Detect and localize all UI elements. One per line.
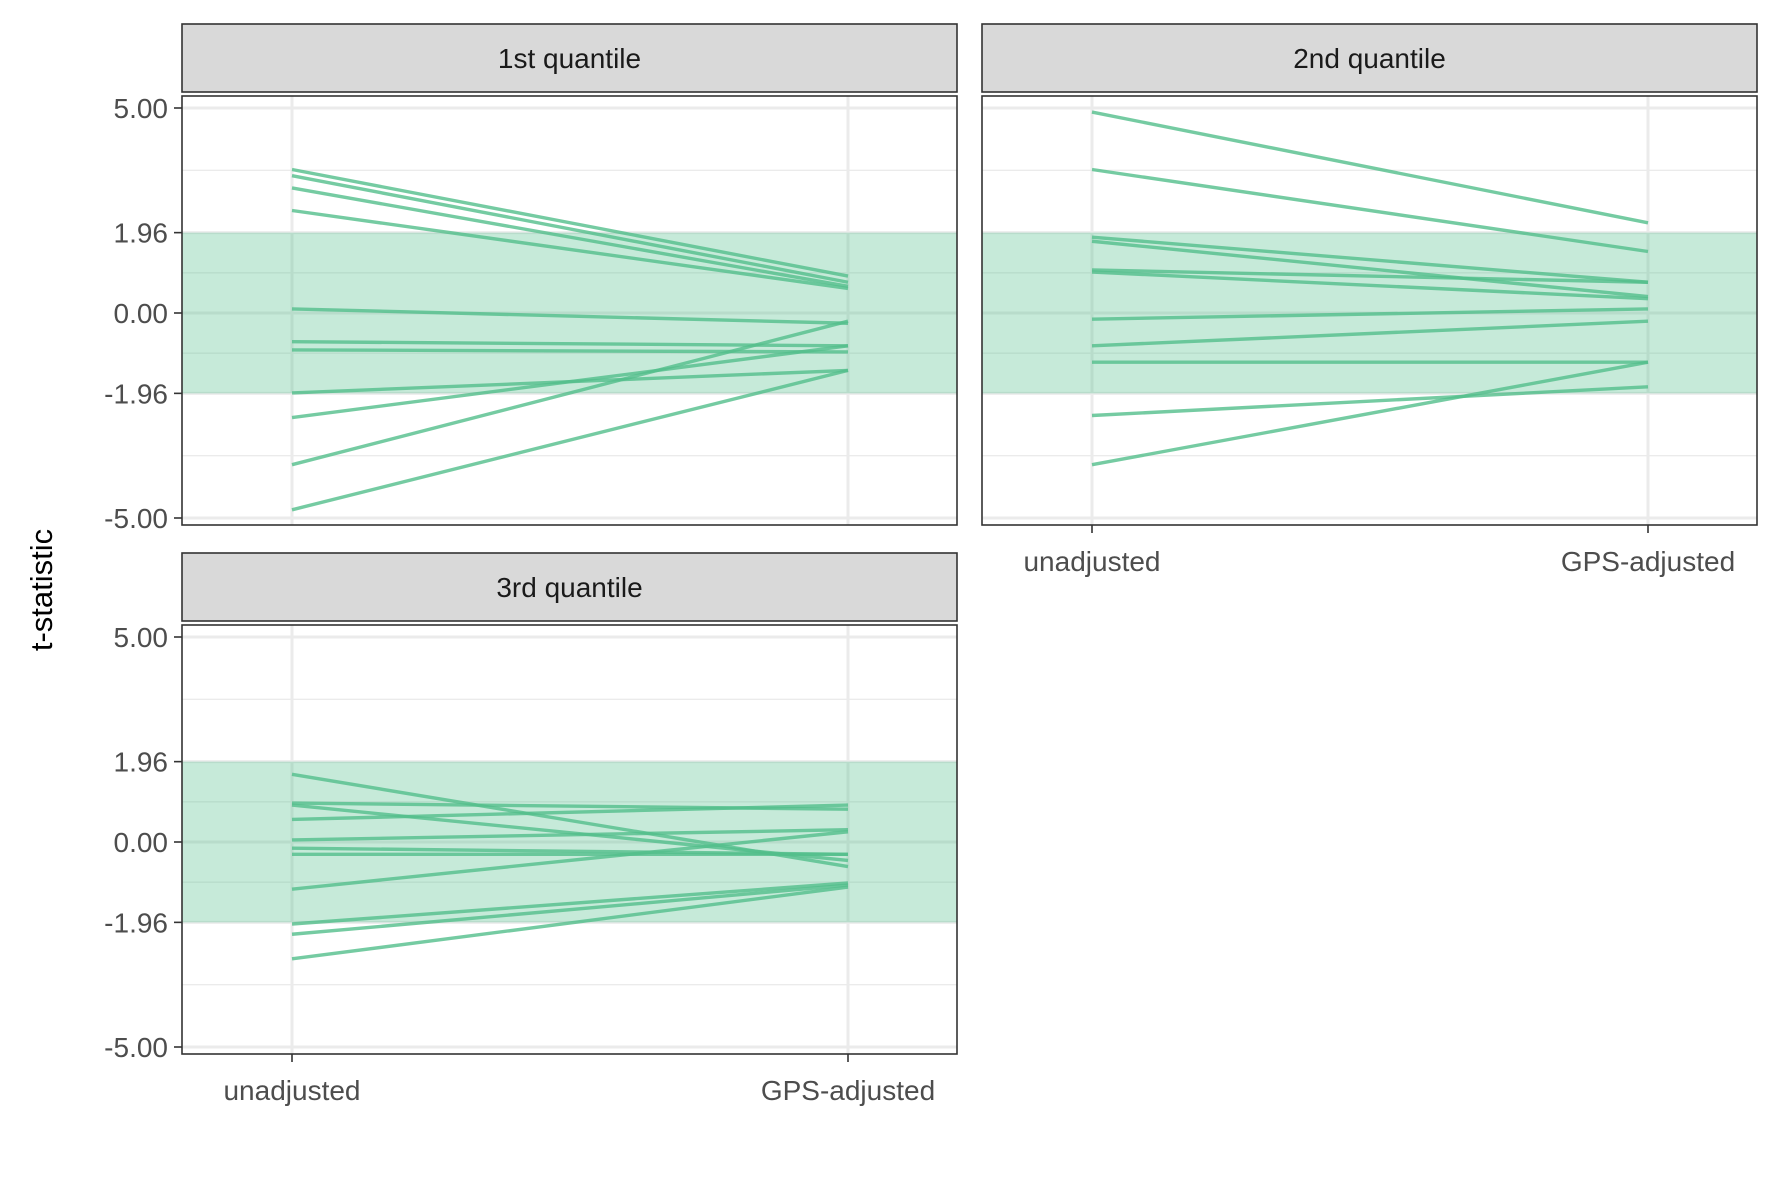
facet-1: 1st quantile 5.00 1.96 0.00 -1.96 -5.00 (104, 23, 958, 534)
y-tick-label: 5.00 (114, 622, 169, 653)
series-line (291, 368, 849, 512)
series-line (291, 186, 849, 289)
x-tick-label: unadjusted (223, 1075, 360, 1106)
series-line (291, 885, 849, 961)
series-line (1091, 239, 1649, 299)
series-line (1091, 167, 1649, 254)
x-tick-label: unadjusted (1023, 546, 1160, 577)
series-line (291, 307, 849, 325)
series-line (1091, 307, 1649, 321)
significance-band (182, 232, 957, 394)
series-line (1091, 270, 1649, 301)
series-line (291, 881, 849, 926)
facet-title: 2nd quantile (1293, 43, 1446, 74)
significance-band (182, 761, 957, 923)
facet-strip (181, 23, 958, 93)
series-line (1091, 319, 1649, 348)
facet-2: 2nd quantile unadjusted GPS-adjusted (981, 23, 1758, 577)
series-line (291, 208, 849, 291)
series-line (291, 828, 849, 842)
series-line (1091, 268, 1649, 284)
series-line (1091, 235, 1649, 284)
series-line (1091, 110, 1649, 225)
x-tick-label: GPS-adjusted (761, 1075, 935, 1106)
y-tick-label: 5.00 (114, 93, 169, 124)
series-line (1091, 360, 1649, 467)
y-tick-label: -5.00 (104, 503, 168, 534)
y-tick-label: 1.96 (114, 747, 169, 778)
series-line (291, 319, 849, 467)
panel-border (981, 95, 1758, 526)
y-tick-label: 0.00 (114, 827, 169, 858)
series-line (291, 830, 849, 891)
series-line (291, 803, 849, 822)
series-line (1091, 385, 1649, 418)
facet-strip (981, 23, 1758, 93)
y-tick-label: 0.00 (114, 298, 169, 329)
series-line (291, 883, 849, 936)
facet-title: 3rd quantile (496, 572, 642, 603)
y-tick-label: -1.96 (104, 907, 168, 938)
series-line (291, 803, 849, 863)
facet-3: 3rd quantile 5.00 1.96 0.00 -1.96 -5.00 unadju… (104, 552, 958, 1106)
series-line (291, 167, 849, 278)
y-tick-label: -5.00 (104, 1032, 168, 1063)
panel-border (181, 95, 958, 526)
facet-strip (181, 552, 958, 622)
series-line (291, 344, 849, 420)
y-tick-label: -1.96 (104, 378, 168, 409)
facet-title: 1st quantile (498, 43, 641, 74)
y-axis-label: t-statistic (24, 529, 59, 651)
y-tick-label: 1.96 (114, 218, 169, 249)
series-line (291, 348, 849, 354)
x-tick-label: GPS-adjusted (1561, 546, 1735, 577)
series-line (291, 173, 849, 284)
panel-border (181, 624, 958, 1055)
